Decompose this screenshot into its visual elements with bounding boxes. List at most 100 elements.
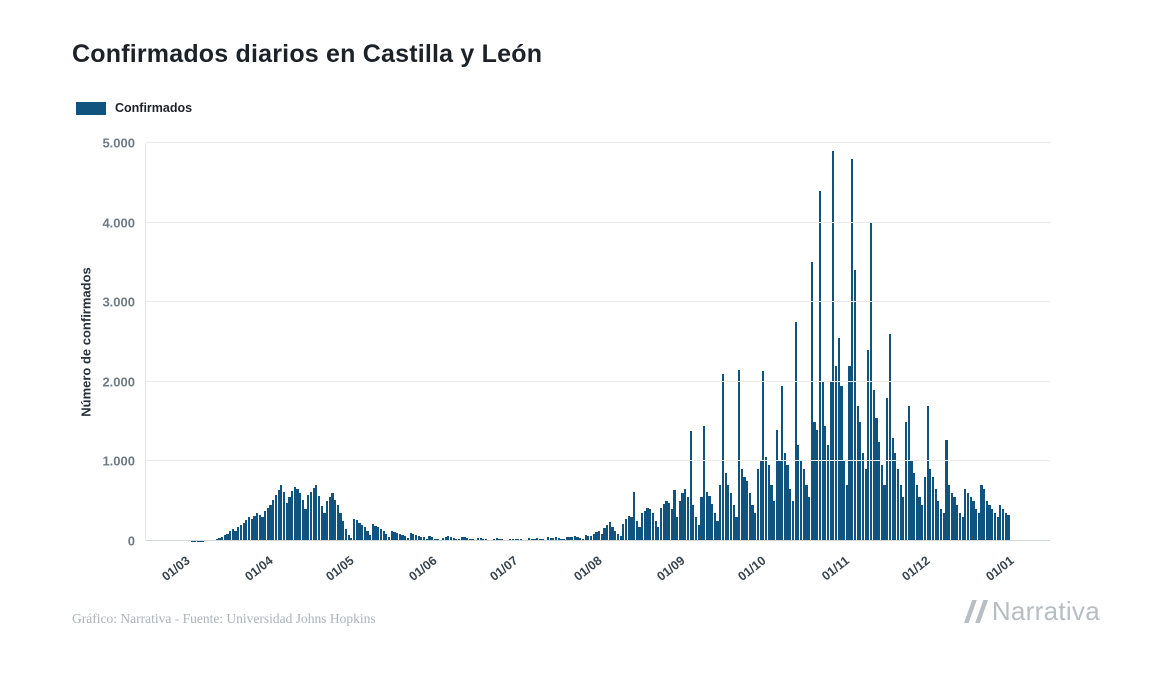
bar[interactable] xyxy=(797,445,800,541)
bar[interactable] xyxy=(538,538,541,541)
bar[interactable] xyxy=(783,453,786,541)
bar[interactable] xyxy=(229,531,232,541)
bar[interactable] xyxy=(619,536,622,541)
bar[interactable] xyxy=(988,505,991,541)
bar[interactable] xyxy=(638,526,641,541)
bar[interactable] xyxy=(921,505,924,541)
bar[interactable] xyxy=(530,538,533,541)
bar[interactable] xyxy=(759,461,762,541)
bar[interactable] xyxy=(904,421,908,541)
bar[interactable] xyxy=(821,381,824,541)
bar[interactable] xyxy=(492,538,496,541)
bar[interactable] xyxy=(296,489,299,541)
bar[interactable] xyxy=(282,491,286,541)
bar[interactable] xyxy=(280,485,283,541)
bar[interactable] xyxy=(557,537,560,541)
bar[interactable] xyxy=(587,535,590,541)
bar[interactable] xyxy=(441,537,445,541)
bar[interactable] xyxy=(549,537,552,541)
bar[interactable] xyxy=(673,490,676,541)
bar[interactable] xyxy=(608,521,611,541)
bar[interactable] xyxy=(245,520,248,541)
bar[interactable] xyxy=(802,469,805,541)
bar[interactable] xyxy=(834,365,838,541)
bar[interactable] xyxy=(226,533,229,541)
bar[interactable] xyxy=(482,538,485,541)
bar[interactable] xyxy=(891,437,894,541)
bar[interactable] xyxy=(961,517,964,541)
bar[interactable] xyxy=(939,509,943,541)
bar[interactable] xyxy=(896,469,900,541)
bar[interactable] xyxy=(681,493,684,541)
bar[interactable] xyxy=(398,533,401,541)
bar[interactable] xyxy=(218,538,221,541)
bar[interactable] xyxy=(495,538,498,541)
bar[interactable] xyxy=(603,528,606,541)
bar[interactable] xyxy=(374,525,377,541)
bar[interactable] xyxy=(845,485,848,541)
bar[interactable] xyxy=(721,373,725,541)
bar[interactable] xyxy=(466,537,469,541)
bar[interactable] xyxy=(409,533,412,541)
bar[interactable] xyxy=(853,270,857,541)
bar[interactable] xyxy=(840,385,843,541)
bar[interactable] xyxy=(309,491,313,541)
bar[interactable] xyxy=(837,338,840,541)
bar[interactable] xyxy=(878,441,881,541)
bar[interactable] xyxy=(449,537,453,541)
bar[interactable] xyxy=(379,529,383,541)
bar[interactable] xyxy=(767,465,770,541)
bar[interactable] xyxy=(552,538,555,541)
bar[interactable] xyxy=(616,533,620,541)
bar[interactable] xyxy=(888,334,892,541)
bar[interactable] xyxy=(915,485,918,541)
bar[interactable] xyxy=(991,509,994,541)
bar[interactable] xyxy=(684,489,687,541)
bar[interactable] xyxy=(974,509,978,541)
bar[interactable] xyxy=(264,510,267,541)
bar[interactable] xyxy=(886,397,889,541)
bar[interactable] xyxy=(258,514,261,541)
bar[interactable] xyxy=(361,525,364,541)
bar[interactable] xyxy=(517,538,520,541)
bar[interactable] xyxy=(762,371,765,541)
bar[interactable] xyxy=(711,504,714,541)
bar[interactable] xyxy=(571,537,574,541)
bar[interactable] xyxy=(910,461,913,541)
legend-item-confirmados[interactable]: Confirmados xyxy=(76,101,192,115)
bar[interactable] xyxy=(923,477,927,541)
bar[interactable] xyxy=(983,489,986,541)
bar[interactable] xyxy=(641,513,644,541)
bar[interactable] xyxy=(818,190,821,541)
bar[interactable] xyxy=(223,535,226,541)
bar[interactable] xyxy=(272,499,275,541)
bar[interactable] xyxy=(387,537,391,541)
bar[interactable] xyxy=(705,491,708,541)
bar[interactable] xyxy=(342,521,345,541)
bar[interactable] xyxy=(598,531,601,541)
bar[interactable] xyxy=(592,533,595,541)
bar[interactable] xyxy=(269,505,272,541)
bar[interactable] xyxy=(266,507,269,541)
bar[interactable] xyxy=(913,473,916,541)
bar[interactable] xyxy=(880,465,883,541)
bar[interactable] xyxy=(1004,513,1007,541)
bar[interactable] xyxy=(288,497,291,541)
bar[interactable] xyxy=(331,493,334,541)
bar[interactable] xyxy=(422,537,426,541)
bar[interactable] xyxy=(460,537,463,541)
bar[interactable] xyxy=(369,535,372,541)
bar[interactable] xyxy=(417,535,420,541)
bar[interactable] xyxy=(694,517,698,541)
bar[interactable] xyxy=(406,538,409,541)
bar[interactable] xyxy=(805,485,808,541)
bar[interactable] xyxy=(907,405,910,541)
bar[interactable] xyxy=(536,537,539,541)
bar[interactable] xyxy=(708,496,711,541)
bar[interactable] xyxy=(781,385,784,541)
bar[interactable] xyxy=(980,485,983,541)
bar[interactable] xyxy=(875,417,878,541)
bar[interactable] xyxy=(972,501,975,541)
bar[interactable] xyxy=(366,530,369,541)
bar[interactable] xyxy=(856,405,859,541)
